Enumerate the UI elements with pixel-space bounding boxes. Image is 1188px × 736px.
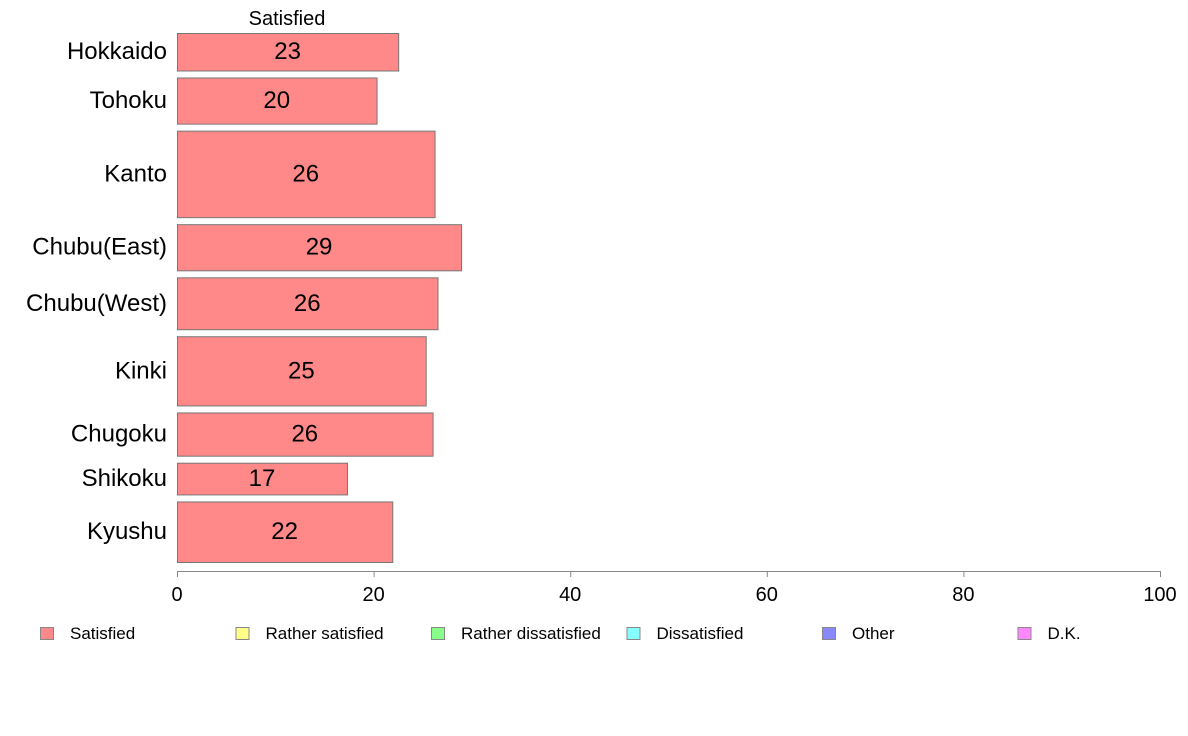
data-label: 25 (288, 357, 315, 384)
bar-kinki (177, 336, 427, 407)
category-label: Kinki (115, 357, 167, 384)
legend-swatch (40, 627, 54, 640)
series-header: Satisfied (249, 8, 326, 30)
category-label: Tohoku (90, 87, 167, 114)
legend-swatch (822, 627, 836, 640)
bar-chugoku (177, 412, 434, 457)
category-label: Chugoku (71, 421, 167, 448)
category-label: Chubu(East) (32, 234, 167, 261)
x-axis: 0 20 40 60 80 100 (171, 571, 1177, 606)
bar-tohoku (177, 77, 378, 125)
bar-hokkaido (177, 33, 400, 72)
legend-swatch (1017, 627, 1032, 640)
x-tick-label: 40 (559, 584, 581, 606)
data-label: 26 (292, 160, 319, 187)
bar-shikoku (177, 462, 349, 496)
legend-swatch (431, 627, 445, 640)
legend-label: Rather dissatisfied (461, 624, 601, 643)
x-tick-label: 20 (362, 584, 384, 606)
x-tick-label: 60 (756, 584, 778, 606)
category-label: Chubu(West) (26, 290, 167, 317)
category-label: Kanto (104, 160, 167, 187)
bar-kanto (177, 130, 436, 219)
legend-label: Dissatisfied (657, 624, 744, 643)
legend-swatch (626, 627, 641, 640)
legend-label: D.K. (1048, 624, 1081, 643)
category-label: Hokkaido (67, 38, 167, 65)
bar-kyushu (177, 501, 394, 563)
x-tick-label: 0 (171, 584, 182, 606)
legend-label: Other (852, 624, 895, 643)
x-tick-label: 100 (1143, 584, 1176, 606)
data-label: 22 (271, 518, 298, 545)
data-label: 17 (249, 465, 276, 492)
data-label: 20 (263, 87, 290, 114)
data-label: 23 (274, 38, 301, 65)
data-label: 29 (306, 234, 333, 261)
bars-group: Hokkaido 23 Tohoku 20 Kanto 26 Chubu(East) 29 Ch… (26, 33, 463, 563)
legend-label: Rather satisfied (266, 624, 384, 643)
category-label: Kyushu (87, 518, 167, 545)
legend: Satisfied Rather satisfied Rather dissatis… (40, 624, 1081, 643)
bar-chubu-east- (177, 224, 463, 272)
category-label: Shikoku (82, 465, 167, 492)
bar-chubu-west- (177, 277, 439, 331)
legend-swatch (235, 627, 250, 640)
x-tick-label: 80 (952, 584, 974, 606)
data-label: 26 (291, 421, 318, 448)
legend-label: Satisfied (70, 624, 135, 643)
data-label: 26 (294, 290, 321, 317)
